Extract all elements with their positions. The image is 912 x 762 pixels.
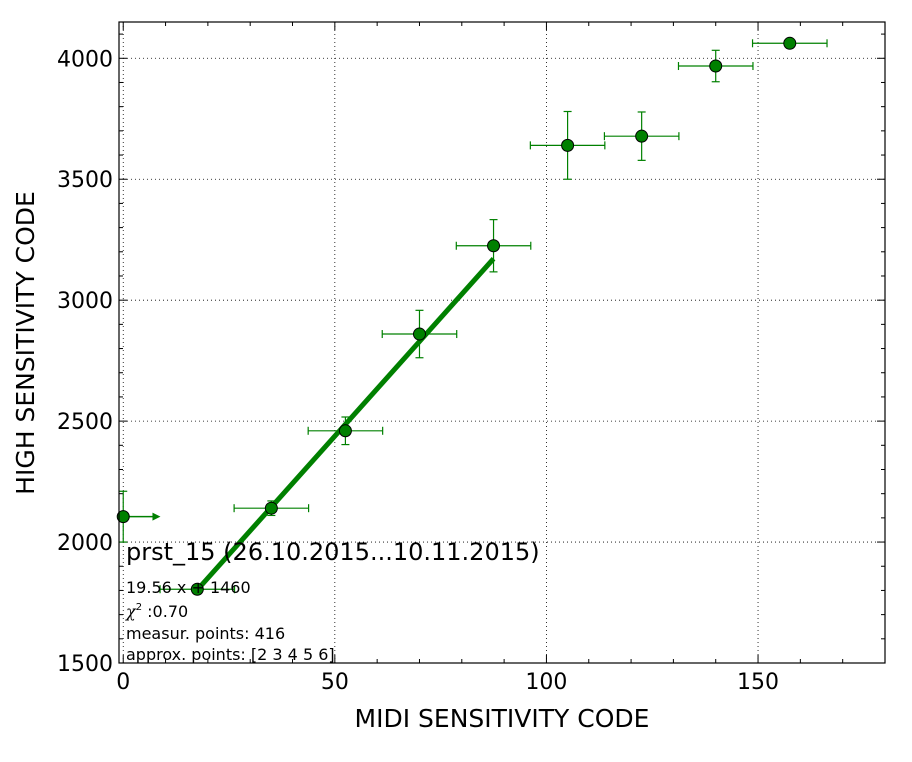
annotation-chi-squared: χ2 :0.70	[125, 602, 188, 621]
x-tick-label: 0	[116, 670, 130, 695]
error-bars	[119, 39, 828, 594]
y-tick-label: 2500	[57, 410, 113, 435]
annotation-approx-points: approx. points: [2 3 4 5 6]	[126, 645, 335, 664]
data-point	[635, 129, 649, 143]
x-tick-label: 150	[737, 670, 779, 695]
data-point	[264, 501, 278, 515]
y-axis-label: HIGH SENSITIVITY CODE	[11, 191, 40, 495]
data-point	[338, 424, 352, 438]
data-point	[709, 59, 723, 73]
plot-background	[119, 22, 885, 663]
annotation-measur-points: measur. points: 416	[126, 624, 285, 643]
y-tick-label: 2000	[57, 531, 113, 556]
data-point	[561, 138, 575, 152]
annotation-formula: 19.56 x + 1460	[126, 578, 251, 597]
chi-symbol: χ	[125, 602, 137, 621]
annotation-title: prst_15 (26.10.2015...10.11.2015)	[126, 538, 540, 566]
data-markers	[116, 36, 797, 596]
x-axis-label: MIDI SENSITIVITY CODE	[355, 704, 650, 733]
chi-exponent: 2	[136, 602, 142, 613]
y-tick-label: 3500	[57, 168, 113, 193]
data-point	[190, 582, 204, 596]
data-point	[412, 327, 426, 341]
data-point	[487, 239, 501, 253]
x-tick-label: 100	[525, 670, 567, 695]
grid	[119, 22, 885, 664]
data-point	[783, 36, 797, 50]
y-tick-label: 1500	[57, 652, 113, 677]
y-tick-label: 4000	[57, 47, 113, 72]
y-tick-labels: 1500 2000 2500 3000 3500 4000	[57, 47, 113, 677]
plot-frame	[118, 21, 886, 664]
x-limit-arrowhead	[152, 512, 161, 521]
fit-line	[195, 257, 496, 592]
x-tick-label: 50	[321, 670, 349, 695]
x-tick-labels: 0 50 100 150	[116, 670, 779, 695]
chi-value: :0.70	[142, 602, 188, 621]
data-point	[116, 510, 130, 524]
y-tick-label: 3000	[57, 289, 113, 314]
